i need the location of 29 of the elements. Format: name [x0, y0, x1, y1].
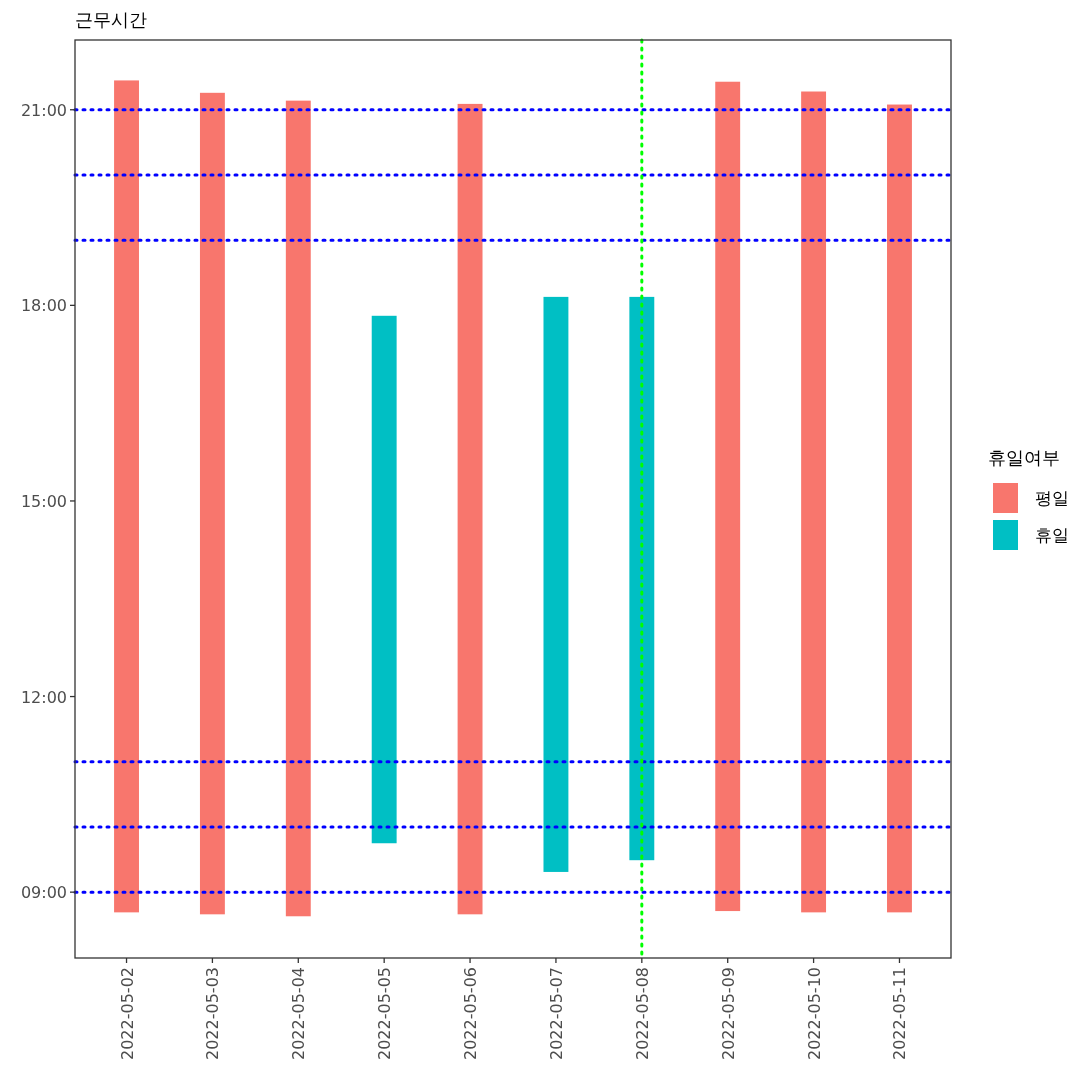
y-tick-label: 21:00: [20, 100, 67, 120]
y-tick-label: 12:00: [20, 687, 67, 707]
x-tick-label: 2022-05-07: [546, 967, 566, 1060]
bar: [887, 104, 912, 913]
y-tick-label: 18:00: [20, 296, 67, 316]
chart-title: 근무시간: [75, 9, 147, 30]
bar: [199, 92, 225, 915]
x-tick-label: 2022-05-03: [203, 967, 223, 1060]
x-tick-label: 2022-05-08: [632, 967, 652, 1060]
x-tick-label: 2022-05-10: [804, 967, 824, 1060]
x-tick-label: 2022-05-09: [718, 967, 738, 1060]
bar: [801, 91, 827, 913]
legend-label: 휴일: [1035, 525, 1069, 545]
x-tick-label: 2022-05-04: [289, 967, 309, 1060]
bar: [114, 80, 139, 913]
bar: [285, 100, 311, 917]
bar: [371, 315, 397, 844]
legend-title: 휴일여부: [988, 447, 1060, 468]
y-tick-label: 09:00: [20, 883, 67, 903]
y-tick-label: 15:00: [20, 491, 67, 511]
bar: [715, 81, 741, 912]
bar: [457, 103, 483, 915]
bar: [543, 296, 569, 872]
legend-label: 평일: [1035, 488, 1069, 508]
bar: [629, 296, 655, 861]
x-tick-label: 2022-05-11: [890, 967, 910, 1060]
x-tick-label: 2022-05-05: [375, 967, 395, 1060]
x-tick-label: 2022-05-06: [461, 967, 481, 1060]
x-tick-label: 2022-05-02: [117, 967, 137, 1060]
